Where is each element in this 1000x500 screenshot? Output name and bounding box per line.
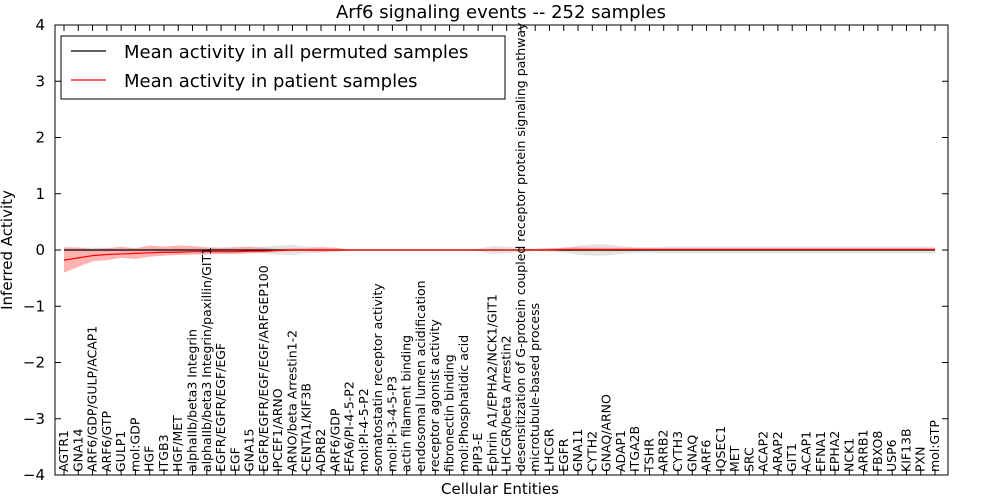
x-tick-label: desensitization of G-protein coupled rec… xyxy=(513,22,528,472)
y-tick-label: 2 xyxy=(35,129,45,147)
y-tick-label: 3 xyxy=(35,72,45,90)
x-tick-label: EGFR xyxy=(556,438,571,472)
x-tick-label: GULP1 xyxy=(113,431,128,472)
x-tick-label: ADAP1 xyxy=(613,430,628,472)
x-tick-label: HGF/MET xyxy=(170,415,185,472)
x-tick-label: IPCEF1/ARNO xyxy=(270,388,285,472)
x-tick-label: GNAQ/ARNO xyxy=(599,394,614,472)
x-tick-label: USP6 xyxy=(884,439,899,472)
x-tick-label: EPHA2 xyxy=(827,431,842,472)
x-tick-label: fibronectin binding xyxy=(442,354,457,472)
legend-label-patient: Mean activity in patient samples xyxy=(124,71,418,92)
x-tick-label: CYTH2 xyxy=(584,431,599,472)
x-tick-label: ARAP2 xyxy=(770,431,785,472)
x-tick-label: mol:GTP xyxy=(927,420,942,472)
x-tick-label: IQSEC1 xyxy=(713,426,728,472)
x-tick-label: GIT1 xyxy=(784,443,799,472)
x-tick-label: ARRB1 xyxy=(856,430,871,472)
x-tick-label: ARF6/GTP xyxy=(99,411,114,472)
x-tick-label: LHCGR xyxy=(541,428,556,472)
series-lines xyxy=(63,248,935,261)
x-tick-label: SRC xyxy=(741,447,756,472)
series-line-patient xyxy=(63,248,935,261)
confidence-bands xyxy=(64,244,935,273)
x-tick-label: EFA6/PI-4-5-P2 xyxy=(342,381,357,472)
x-tick-label: ADRB2 xyxy=(313,429,328,472)
x-tick-label: TSHR xyxy=(641,438,656,473)
x-tick-label: FBXO8 xyxy=(870,431,885,472)
x-tick-label: receptor agonist activity xyxy=(427,319,442,472)
x-tick-label: actin filament binding xyxy=(399,335,414,472)
x-tick-label: MET xyxy=(727,445,742,472)
x-tick-label: ARNO/beta Arrestin1-2 xyxy=(284,330,299,472)
x-tick-label: PIP3-E xyxy=(470,433,485,472)
x-tick-label: ACAP1 xyxy=(798,431,813,472)
x-tick-label: ARF6/GDP/GULP/ACAP1 xyxy=(85,326,100,472)
x-tick-label: HGF xyxy=(142,446,157,472)
x-tick-label: ITGA2B xyxy=(627,426,642,472)
x-tick-label: KIF13B xyxy=(898,428,913,472)
x-tick-label: AGTR1 xyxy=(56,430,71,472)
x-tick-label: EGF xyxy=(227,447,242,472)
legend-label-permuted: Mean activity in all permuted samples xyxy=(124,42,468,63)
x-tick-label: EFNA1 xyxy=(813,431,828,472)
x-tick-label: GNA15 xyxy=(242,429,257,473)
x-tick-label: ACAP2 xyxy=(756,431,771,472)
x-tick-label: GNA11 xyxy=(570,429,585,473)
chart-title: Arf6 signaling events -- 252 samples xyxy=(336,2,666,23)
x-tick-label: mol:PI-3-4-5-P3 xyxy=(384,376,399,472)
x-tick-label: ARRB2 xyxy=(656,430,671,472)
x-tick-label: CENTA1/KIF3B xyxy=(299,383,314,472)
x-tick-label: ARF6 xyxy=(699,440,714,472)
x-tick-label: GNAQ xyxy=(684,435,699,472)
patient-band xyxy=(64,245,935,273)
legend-box xyxy=(60,35,506,100)
y-axis: −4 −3 −2 −1 0 1 2 3 4 xyxy=(23,16,948,484)
x-tick-label: NCK1 xyxy=(841,438,856,472)
x-tick-label: ITGB3 xyxy=(156,434,171,472)
x-axis-label: Cellular Entities xyxy=(441,480,559,498)
x-tick-label: GNA14 xyxy=(70,428,85,472)
x-tick-label: Ephrin A1/EPHA2/NCK1/GIT1 xyxy=(484,294,499,472)
x-tick-label: PXN xyxy=(913,447,928,472)
y-tick-label: −3 xyxy=(23,410,45,428)
x-tick-label: LHCGR/beta Arrestin2 xyxy=(499,335,514,472)
y-tick-label: −4 xyxy=(23,466,45,484)
x-tick-label: mol:GDP xyxy=(127,417,142,472)
x-tick-label: somatostatin receptor activity xyxy=(370,283,385,472)
y-tick-label: 1 xyxy=(35,185,45,203)
x-tick-label: CYTH3 xyxy=(670,431,685,472)
y-tick-label: 0 xyxy=(35,241,45,259)
x-tick-label: ARF6/GDP xyxy=(327,408,342,472)
x-tick-label: endosomal lumen acidification xyxy=(413,280,428,472)
x-tick-label: mol:PI-4-5-P2 xyxy=(356,388,371,472)
x-tick-label: EGFR/EGFR/EGF/EGF xyxy=(213,343,228,472)
y-tick-label: −2 xyxy=(23,354,45,372)
x-tick-label: microtubule-based process xyxy=(527,303,542,472)
legend: Mean activity in all permuted samples Me… xyxy=(60,35,506,100)
y-tick-label: 4 xyxy=(35,16,45,34)
x-tick-label: EGFR/EGFR/EGF/EGF/ARFGEP100 xyxy=(256,265,271,472)
y-tick-label: −1 xyxy=(23,297,45,315)
y-axis-label: Inferred Activity xyxy=(0,190,16,310)
x-tick-label: mol:Phosphatidic acid xyxy=(456,335,471,472)
x-tick-label: alphaIIb/beta3 Integrin xyxy=(185,329,200,472)
x-tick-label: alphaIIb/beta3 Integrin/paxillin/GIT1 xyxy=(199,247,214,472)
category-labels: AGTR1 GNA14 ARF6/GDP/GULP/ACAP1 ARF6/GTP GUL… xyxy=(56,22,942,475)
